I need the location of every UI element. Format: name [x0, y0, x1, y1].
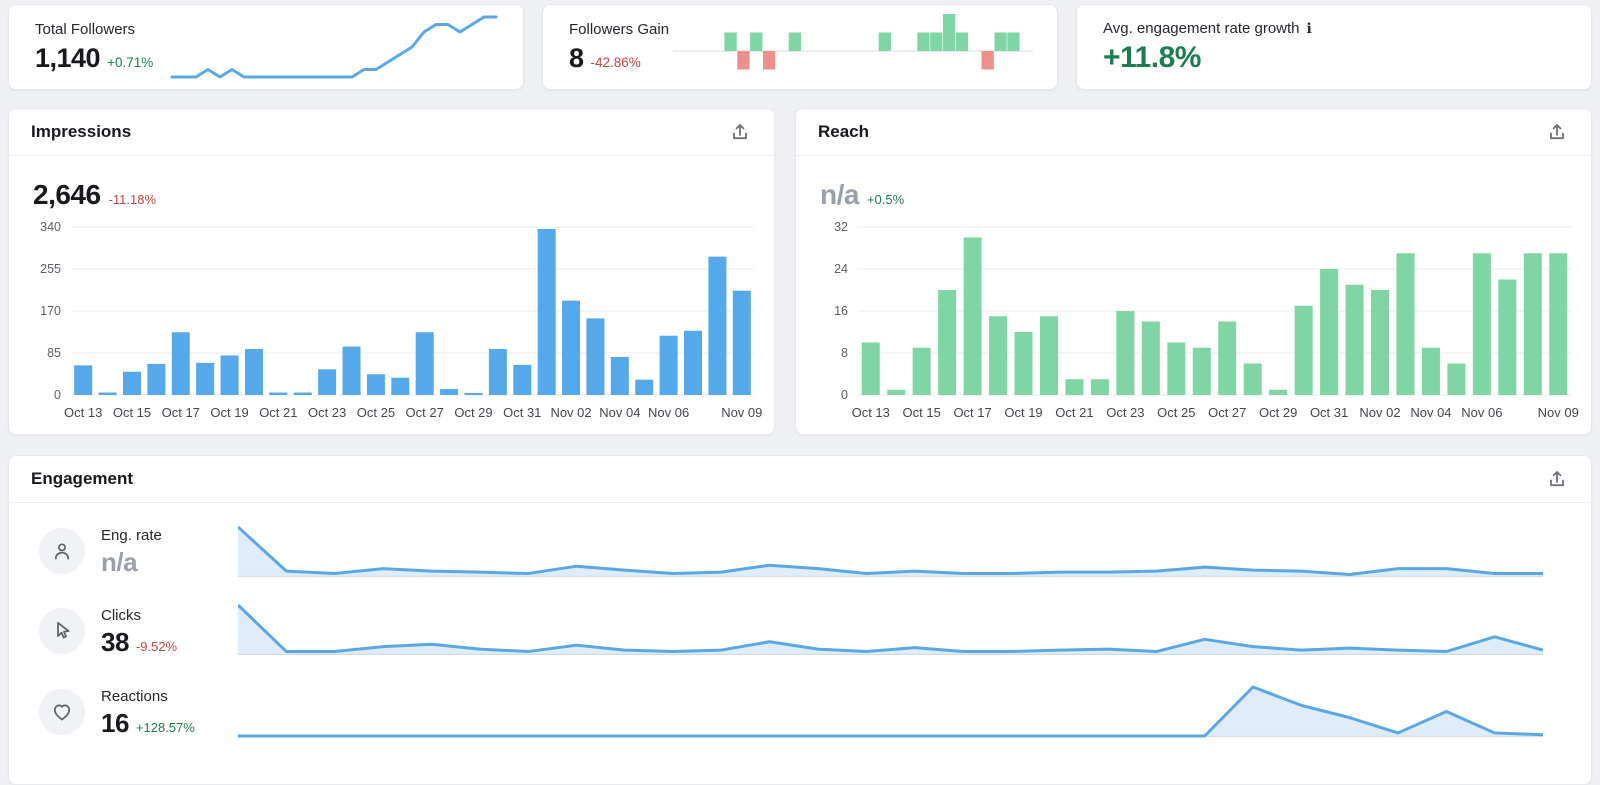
svg-text:Oct 23: Oct 23 [1106, 405, 1144, 420]
eng-rate-sparkline[interactable] [238, 522, 1543, 580]
reach-title: Reach [818, 122, 870, 141]
clicks-delta: -9.52% [135, 639, 178, 654]
svg-text:Nov 06: Nov 06 [648, 405, 689, 420]
svg-text:0: 0 [841, 388, 848, 402]
svg-text:Oct 31: Oct 31 [503, 405, 541, 420]
cursor-icon-glyph [57, 621, 70, 639]
impressions-bar-chart[interactable]: 0 85 170 255 340 Oct 13 Oct 15 Oct 17 Oct 19 Oct … [21, 213, 764, 425]
avg-engagement-rate-card: Avg. engagement rate growth ℹ +11.8% [1076, 4, 1592, 90]
svg-text:8: 8 [841, 346, 848, 360]
export-icon [1550, 124, 1564, 140]
eng-rate-value: n/a [101, 547, 138, 577]
followers-gain-sparkline[interactable] [673, 10, 1033, 84]
svg-text:Oct 17: Oct 17 [162, 405, 200, 420]
svg-text:Oct 31: Oct 31 [1310, 405, 1348, 420]
avg-engagement-rate-value: +11.8% [1103, 41, 1201, 74]
svg-text:Oct 13: Oct 13 [852, 405, 890, 420]
reactions-meta: Reactions 16 +128.57% [101, 688, 195, 739]
total-followers-card: Total Followers 1,140 +0.71% [8, 4, 524, 90]
followers-gain-title: Followers Gain [569, 20, 670, 38]
reach-bar-chart[interactable]: 0 8 16 24 32 Oct 13 Oct 15 Oct 17 Oct 19 Oct 21 Oc… [808, 213, 1581, 425]
svg-text:255: 255 [40, 262, 61, 276]
followers-gain-info: Followers Gain 8 -42.86% [569, 21, 669, 74]
impressions-title: Impressions [31, 122, 132, 141]
svg-text:Nov 02: Nov 02 [550, 405, 591, 420]
svg-text:16: 16 [834, 304, 848, 318]
followers-gain-value: 8 [569, 42, 584, 73]
svg-text:Oct 13: Oct 13 [64, 405, 102, 420]
total-followers-sparkline[interactable] [169, 11, 499, 83]
reactions-label: Reactions [101, 688, 168, 705]
impressions-delta: -11.18% [108, 192, 157, 207]
svg-text:170: 170 [40, 304, 61, 318]
heart-icon [39, 689, 85, 735]
export-icon [1550, 471, 1564, 487]
impressions-card: Impressions 2,646 -11.18% 0 85 170 255 340 Oc… [8, 108, 775, 435]
svg-text:Nov 04: Nov 04 [1410, 405, 1451, 420]
svg-text:Oct 21: Oct 21 [259, 405, 297, 420]
total-followers-title: Total Followers [35, 20, 136, 38]
svg-text:340: 340 [40, 220, 61, 234]
svg-text:Oct 29: Oct 29 [1259, 405, 1297, 420]
svg-text:0: 0 [54, 388, 61, 402]
heart-icon-glyph [53, 704, 71, 721]
clicks-label: Clicks [101, 607, 141, 624]
reach-card: Reach n/a +0.5% 0 8 16 24 32 Oct 13 Oct 15 Oct … [795, 108, 1592, 435]
svg-text:32: 32 [834, 220, 848, 234]
svg-text:Oct 29: Oct 29 [454, 405, 492, 420]
svg-text:Oct 19: Oct 19 [210, 405, 248, 420]
svg-text:85: 85 [47, 346, 61, 360]
reach-value: n/a [820, 179, 859, 210]
engagement-card: Engagement Eng. rate n/a [8, 455, 1592, 785]
reactions-value: 16 [101, 708, 129, 738]
clicks-meta: Clicks 38 -9.52% [101, 607, 177, 658]
svg-text:Nov 06: Nov 06 [1461, 405, 1502, 420]
svg-text:Oct 27: Oct 27 [1208, 405, 1246, 420]
avg-engagement-rate-title-row: Avg. engagement rate growth ℹ [1103, 20, 1567, 37]
svg-text:Nov 04: Nov 04 [599, 405, 640, 420]
svg-text:Oct 17: Oct 17 [953, 405, 991, 420]
svg-text:Oct 23: Oct 23 [308, 405, 346, 420]
engagement-title: Engagement [31, 469, 134, 488]
svg-text:Nov 09: Nov 09 [721, 405, 762, 420]
engagement-header: Engagement [9, 456, 1591, 503]
followers-gain-delta: -42.86% [590, 54, 641, 70]
svg-text:Oct 15: Oct 15 [113, 405, 151, 420]
person-icon-glyph [54, 543, 70, 560]
reach-header: Reach [796, 109, 1591, 156]
total-followers-delta: +0.71% [107, 54, 154, 70]
export-icon [733, 124, 747, 140]
avg-engagement-rate-title: Avg. engagement rate growth [1103, 20, 1300, 37]
reactions-delta: +128.57% [135, 720, 195, 735]
impressions-export-button[interactable] [728, 120, 752, 144]
person-icon [39, 528, 85, 574]
total-followers-value: 1,140 [35, 42, 101, 73]
reactions-sparkline[interactable] [238, 682, 1543, 740]
svg-text:Oct 25: Oct 25 [1157, 405, 1195, 420]
eng-rate-meta: Eng. rate n/a [101, 527, 162, 578]
svg-text:Nov 02: Nov 02 [1359, 405, 1400, 420]
impressions-header: Impressions [9, 109, 774, 156]
cursor-icon [39, 608, 85, 654]
social-analytics-dashboard: Total Followers 1,140 +0.71% Followers G… [8, 4, 1592, 785]
engagement-export-button[interactable] [1545, 467, 1569, 491]
svg-text:Nov 09: Nov 09 [1538, 405, 1579, 420]
svg-text:Oct 19: Oct 19 [1004, 405, 1042, 420]
svg-text:Oct 27: Oct 27 [406, 405, 444, 420]
svg-text:Oct 21: Oct 21 [1055, 405, 1093, 420]
svg-text:Oct 15: Oct 15 [903, 405, 941, 420]
svg-text:Oct 25: Oct 25 [357, 405, 395, 420]
clicks-sparkline[interactable] [238, 600, 1543, 658]
total-followers-info: Total Followers 1,140 +0.71% [35, 21, 153, 74]
impressions-value: 2,646 [33, 179, 101, 210]
eng-rate-label: Eng. rate [101, 527, 162, 544]
followers-gain-card: Followers Gain 8 -42.86% [542, 4, 1058, 90]
reach-export-button[interactable] [1545, 120, 1569, 144]
info-icon[interactable]: ℹ [1306, 20, 1312, 37]
svg-text:24: 24 [834, 262, 848, 276]
clicks-value: 38 [101, 627, 129, 657]
reach-delta: +0.5% [866, 192, 905, 207]
